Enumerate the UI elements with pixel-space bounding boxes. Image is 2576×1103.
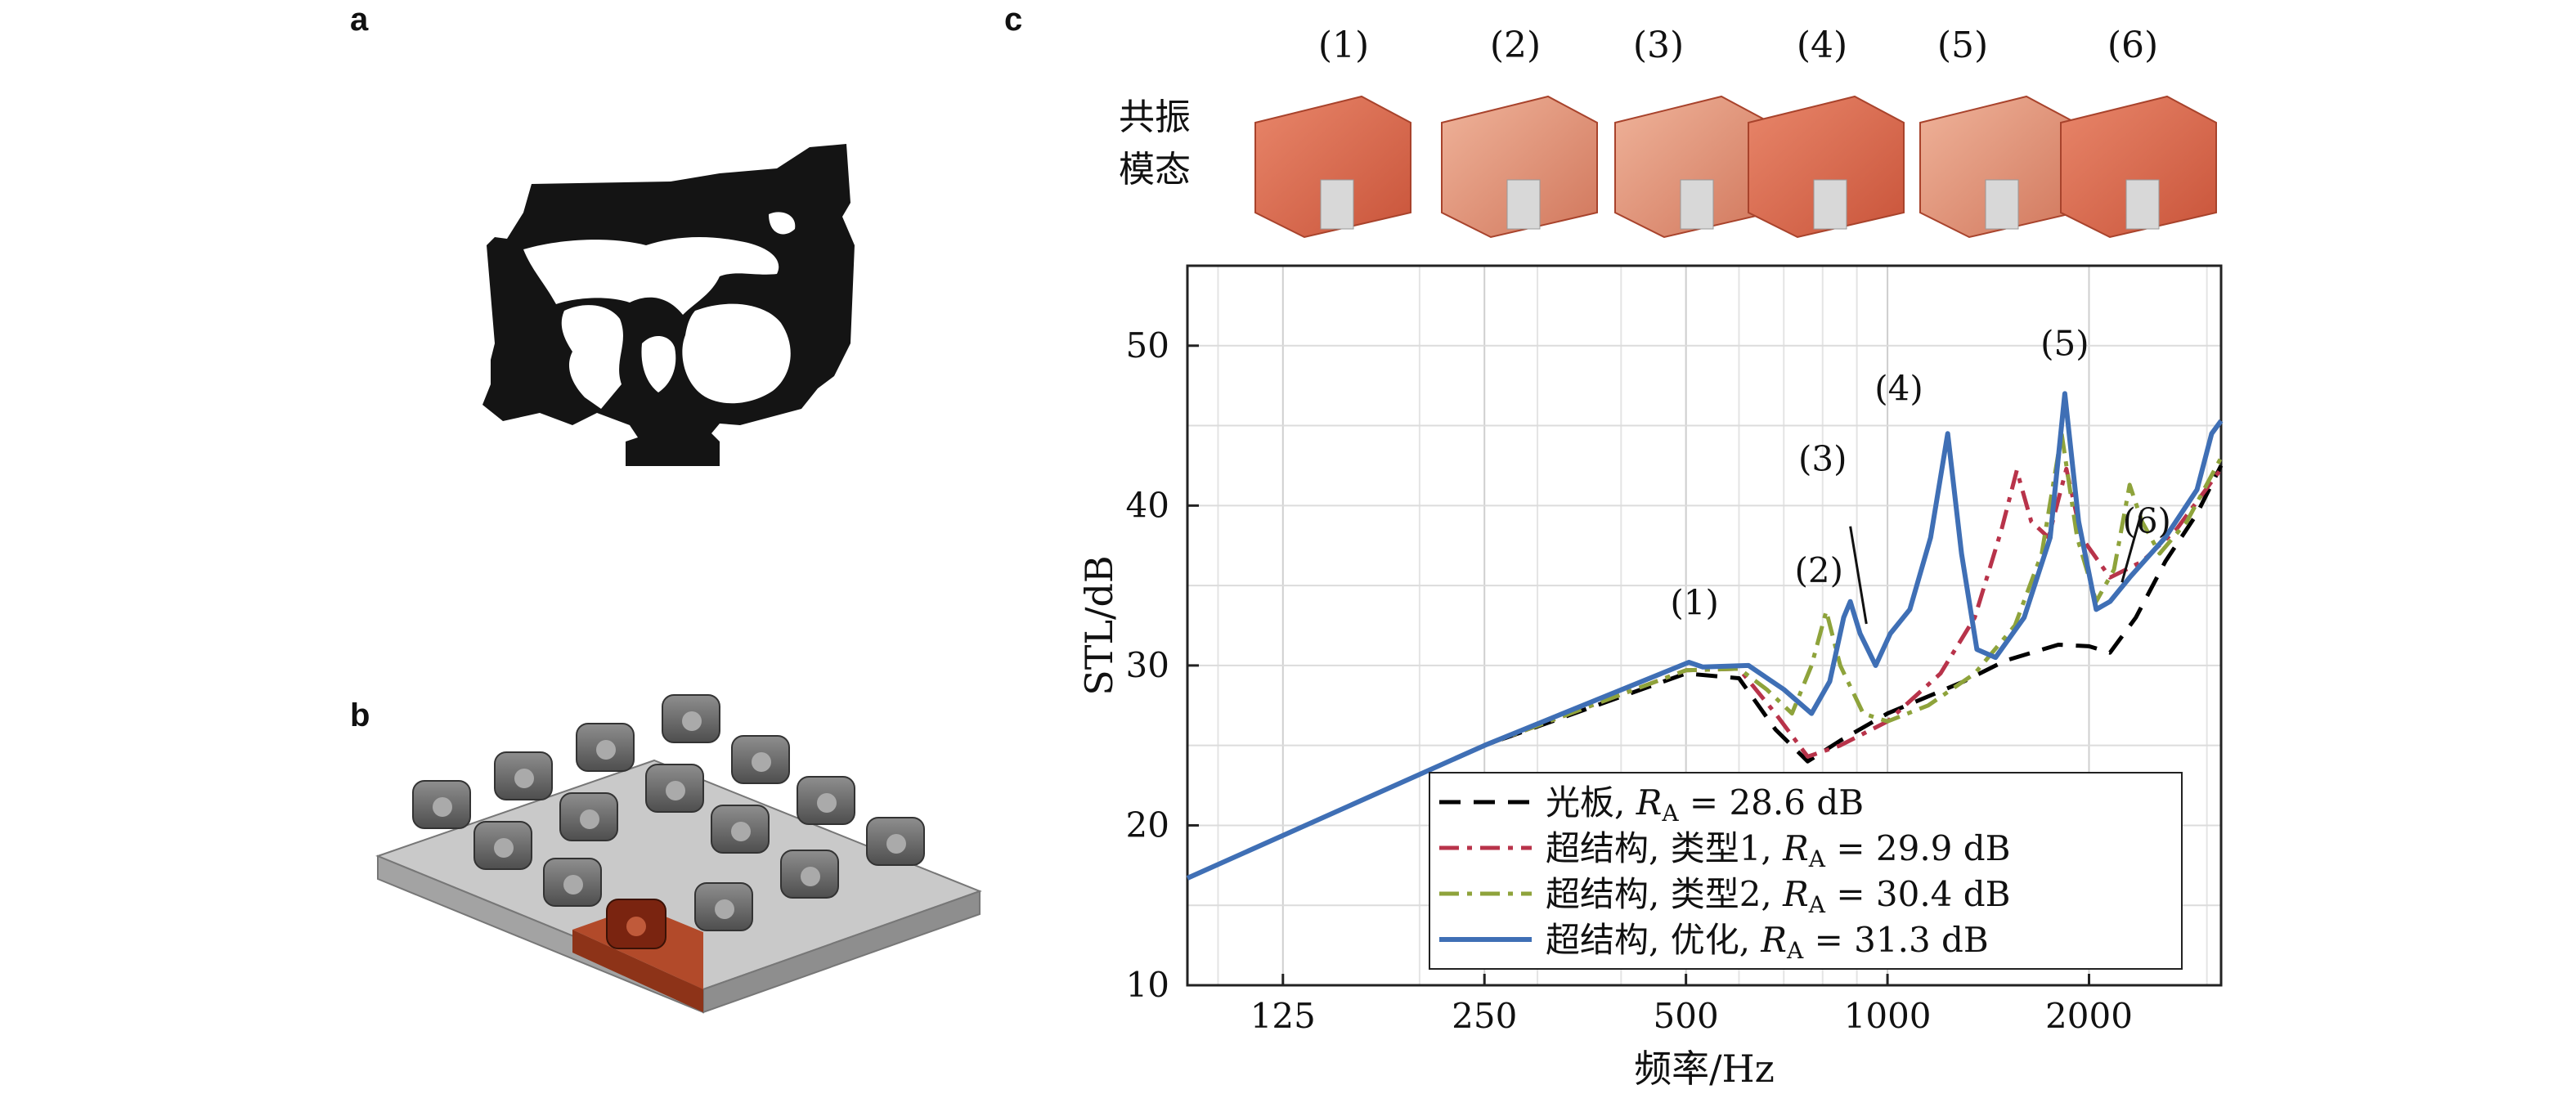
x-tick-label: 125 [1250,996,1316,1036]
x-tick-label: 250 [1452,996,1517,1036]
series-line-2 [1186,466,2224,881]
series-line-4 [1186,391,2224,881]
legend-box [1429,772,2183,970]
series-line-3 [1186,431,2224,881]
x-axis-label: 频率/Hz [1634,1047,1775,1091]
annotation-leader-3 [1849,526,1868,625]
peak-annotation-2: (2) [1795,550,1844,590]
legend-label-2: 超结构, 类型1, RA = 29.9 dB [1546,828,2011,872]
mode-label-3: (3) [1633,25,1684,66]
panel-label-c: c [1004,2,1023,38]
mode-shape-5 [1919,95,2076,239]
mode-shape-6 [2060,95,2217,239]
mode-shape-3 [1614,95,1771,239]
y-tick-label: 50 [1126,325,1169,365]
mode-shape-2 [1441,95,1598,239]
legend-label-3: 超结构, 类型2, RA = 30.4 dB [1546,874,2011,918]
panel-label-a: a [350,2,369,38]
legend-label-4: 超结构, 优化, RA = 31.3 dB [1546,920,1989,964]
annotation-leader-6 [2120,509,2143,583]
mode-label-1: (1) [1318,25,1369,66]
y-tick-label: 10 [1126,965,1169,1005]
y-axis-label: STL/dB [1077,555,1121,696]
mode-label-6: (6) [2107,25,2158,66]
peak-annotation-1: (1) [1670,582,1719,622]
x-tick-label: 2000 [2045,996,2133,1036]
peak-annotation-5: (5) [2040,324,2089,364]
mode-label-4: (4) [1797,25,1847,66]
panel-label-b: b [350,697,370,733]
topology-silhouette [482,144,855,466]
x-tick-label: 500 [1654,996,1719,1036]
highlighted-unit-cell [606,899,666,949]
x-tick-label: 1000 [1844,996,1932,1036]
mode-label-2: (2) [1490,25,1541,66]
y-tick-label: 30 [1126,645,1169,685]
peak-annotation-6: (6) [2122,501,2171,541]
mode-label-5: (5) [1937,25,1988,66]
modes-label-line2: 模态 [1119,149,1191,191]
mode-shape-1 [1254,95,1411,239]
peak-annotation-3: (3) [1798,438,1847,478]
unit-cell-array [412,694,925,949]
plot-frame [1186,264,2223,987]
mode-shape-4 [1748,95,1905,239]
legend-label-1: 光板, RA = 28.6 dB [1546,782,1864,827]
modes-label-line1: 共振 [1119,96,1191,138]
y-tick-label: 40 [1126,485,1169,525]
y-tick-label: 20 [1126,805,1169,845]
stl-chart: 125 250 500 1000 2000 10 20 30 40 50 频率/Hz STL/dB (1… [1077,264,2224,1091]
peak-annotation-4: (4) [1874,368,1923,408]
